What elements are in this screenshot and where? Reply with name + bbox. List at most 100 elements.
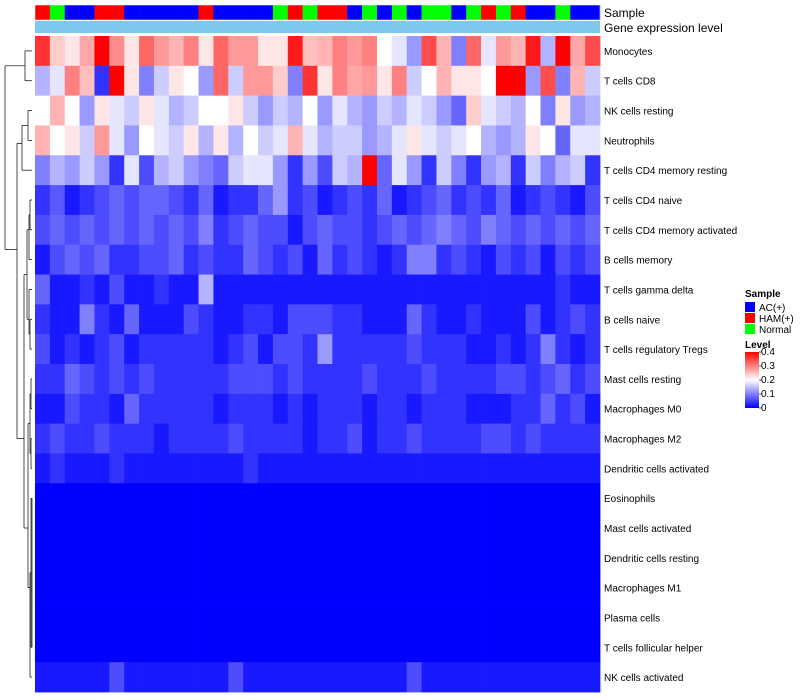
heatmap-cell <box>198 364 214 395</box>
legend-label: AC(+) <box>759 303 785 314</box>
heatmap-cell <box>228 125 244 156</box>
heatmap-cell <box>94 483 110 514</box>
heatmap-cell <box>540 95 556 126</box>
heatmap-cell <box>124 602 140 633</box>
heatmap-cell <box>49 542 66 574</box>
heatmap-cell <box>585 364 601 395</box>
heatmap-cell <box>406 65 422 97</box>
heatmap-cell <box>183 214 199 246</box>
heatmap-cell <box>198 393 214 425</box>
heatmap-cell <box>94 185 110 216</box>
heatmap-cell <box>391 185 408 216</box>
heatmap-cell <box>570 662 586 693</box>
heatmap-cell <box>228 214 244 246</box>
heatmap-cell <box>302 95 318 126</box>
heatmap-cell <box>49 65 66 97</box>
row-label: NK cells activated <box>604 673 683 684</box>
heatmap-cell <box>272 453 289 484</box>
heatmap-cell <box>451 36 467 67</box>
heatmap-cell <box>183 513 199 544</box>
heatmap-cell <box>406 632 422 663</box>
heatmap-cell <box>124 95 140 126</box>
heatmap-cell <box>228 155 244 186</box>
heatmap-cell <box>153 244 170 275</box>
heatmap-cell <box>376 393 393 425</box>
heatmap-cell <box>64 453 81 484</box>
heatmap-cell <box>302 36 318 67</box>
heatmap-cell <box>585 185 601 216</box>
row-label: B cells memory <box>604 256 672 267</box>
sample-bar-cell <box>272 5 289 20</box>
heatmap-cell <box>347 95 363 126</box>
heatmap-cell <box>540 274 556 305</box>
heatmap-cell <box>109 334 125 365</box>
heatmap-cell <box>49 334 66 365</box>
heatmap-cell <box>406 542 422 574</box>
sample-bar-cell <box>94 5 110 20</box>
heatmap-cell <box>213 214 229 246</box>
heatmap-cell <box>466 155 482 186</box>
heatmap-cell <box>555 662 571 693</box>
heatmap-cell <box>153 304 170 335</box>
heatmap-cell <box>466 423 482 454</box>
heatmap-cell <box>555 155 571 186</box>
heatmap-cell <box>362 304 378 335</box>
heatmap-cell <box>525 393 541 425</box>
heatmap-cell <box>49 364 66 395</box>
heatmap-cell <box>495 155 512 186</box>
heatmap-cell <box>481 364 497 395</box>
heatmap-cell <box>168 572 185 603</box>
heatmap-cell <box>258 125 274 156</box>
heatmap-cell <box>272 513 289 544</box>
heatmap-cell <box>109 393 125 425</box>
heatmap-cell <box>198 602 214 633</box>
heatmap-cell <box>139 155 155 186</box>
heatmap-cell <box>198 483 214 514</box>
heatmap-cell <box>287 214 304 246</box>
heatmap-cell <box>510 393 527 425</box>
heatmap-cell <box>540 423 556 454</box>
heatmap-cell <box>213 334 229 365</box>
heatmap-cell <box>35 334 51 365</box>
heatmap-cell <box>585 304 601 335</box>
legend-swatch <box>745 313 755 323</box>
heatmap-cell <box>362 36 378 67</box>
heatmap-cell <box>317 304 333 335</box>
heatmap-cell <box>451 185 467 216</box>
heatmap-cell <box>35 244 51 275</box>
heatmap-cell <box>243 36 259 67</box>
sample-bar-cell <box>109 5 125 20</box>
heatmap-cell <box>35 125 51 156</box>
heatmap-cell <box>302 662 318 693</box>
heatmap-cell <box>302 393 318 425</box>
heatmap-cell <box>228 483 244 514</box>
heatmap-cell <box>94 393 110 425</box>
heatmap-cell <box>466 513 482 544</box>
heatmap-cell <box>451 155 467 186</box>
heatmap-cell <box>436 513 452 544</box>
row-label: Neutrophils <box>604 136 655 147</box>
heatmap-cell <box>228 453 244 484</box>
heatmap-cell <box>183 304 199 335</box>
heatmap-cell <box>124 185 140 216</box>
heatmap-cell <box>243 304 259 335</box>
heatmap-cell <box>139 244 155 275</box>
heatmap-cell <box>451 334 467 365</box>
heatmap-cell <box>35 304 51 335</box>
heatmap-cell <box>540 36 556 67</box>
heatmap-cell <box>540 453 556 484</box>
heatmap-cell <box>495 244 512 275</box>
heatmap-cell <box>406 125 422 156</box>
heatmap-cell <box>64 274 81 305</box>
heatmap-cell <box>258 244 274 275</box>
heatmap-cell <box>540 513 556 544</box>
heatmap-cell <box>332 453 348 484</box>
heatmap-cell <box>198 572 214 603</box>
heatmap-cell <box>49 125 66 156</box>
sample-bar-cell <box>451 5 467 20</box>
heatmap-cell <box>272 483 289 514</box>
legend-label: HAM(+) <box>759 314 794 325</box>
heatmap-cell <box>64 65 81 97</box>
heatmap-cell <box>451 214 467 246</box>
heatmap-cell <box>213 244 229 275</box>
